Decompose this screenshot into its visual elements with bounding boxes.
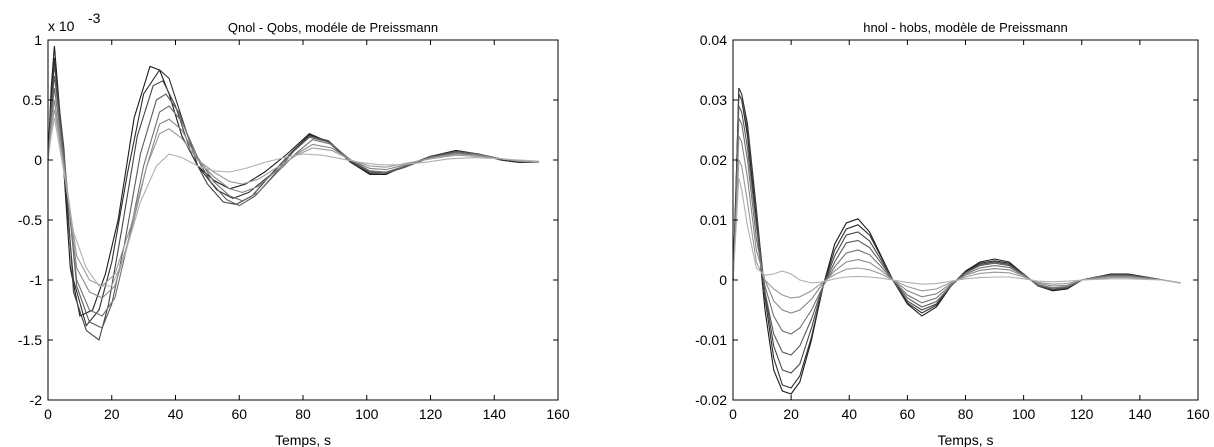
y-tick-label: -0.5 [18,212,42,228]
x-tick-label: 60 [231,406,247,422]
y-tick-label: -1.5 [18,332,42,348]
y-tick-label: 0 [34,152,42,168]
y-tick-label: -0.02 [695,392,727,408]
x-tick-label: 40 [841,406,857,422]
x-tick-label: 40 [168,406,184,422]
x-tick-label: 80 [295,406,311,422]
x-tick-label: 80 [958,406,974,422]
x-tick-label: 160 [1186,406,1210,422]
x-tick-label: 20 [783,406,799,422]
plot-frame [732,39,1199,401]
y-tick-label: 0.02 [700,152,727,168]
chart-h-difference: hnol - hobs, modèle de Preissmann Temps,… [695,20,1210,447]
x-axis-label: Temps, s [275,432,331,447]
y-tick-label: -0.01 [695,332,727,348]
x-tick-label: 160 [546,406,570,422]
y-tick-label: -1 [30,272,43,288]
y-tick-label: -2 [30,392,43,408]
series-line-8 [47,117,539,287]
series-line-1 [47,45,539,317]
series-line-8 [732,177,1181,285]
y-tick-label: 1 [34,32,42,48]
chart-title: Qnol - Qobs, modéle de Preissmann [228,20,438,35]
series-line-2 [47,57,539,327]
series-line-2 [732,87,1181,389]
x-tick-label: 60 [900,406,916,422]
series-line-1 [732,93,1181,395]
series-line-3 [732,93,1181,374]
y-tick-label: 0.04 [700,32,727,48]
x-tick-label: 100 [355,406,379,422]
y-tick-label: 0.03 [700,92,727,108]
series-line-6 [47,99,539,299]
y-exponent-power: -3 [88,10,101,26]
x-tick-label: 20 [104,406,120,422]
chart-title: hnol - hobs, modèle de Preissmann [863,20,1068,35]
series-line-4 [47,75,539,329]
y-tick-label: 0 [719,272,727,288]
x-tick-label: 140 [483,406,507,422]
chart-q-difference: Qnol - Qobs, modéle de Preissmann Temps,… [18,10,570,447]
y-tick-label: 0.01 [700,212,727,228]
series-line-6 [732,135,1181,314]
y-tick-label: 0.5 [23,92,43,108]
x-tick-label: 140 [1128,406,1152,422]
x-tick-label: 100 [1012,406,1036,422]
plot-frame [47,39,559,401]
x-tick-label: 0 [729,406,737,422]
series-line-5 [47,87,539,317]
x-axis-label: Temps, s [937,432,993,447]
series-line-4 [732,105,1181,356]
series-line-7 [732,159,1181,299]
x-tick-label: 120 [1070,406,1094,422]
x-tick-label: 120 [419,406,443,422]
y-exponent-label: x 10 [48,18,75,34]
series-line-7 [47,109,539,287]
series-line-3 [47,63,539,341]
series-line-5 [732,117,1181,335]
x-tick-label: 0 [44,406,52,422]
